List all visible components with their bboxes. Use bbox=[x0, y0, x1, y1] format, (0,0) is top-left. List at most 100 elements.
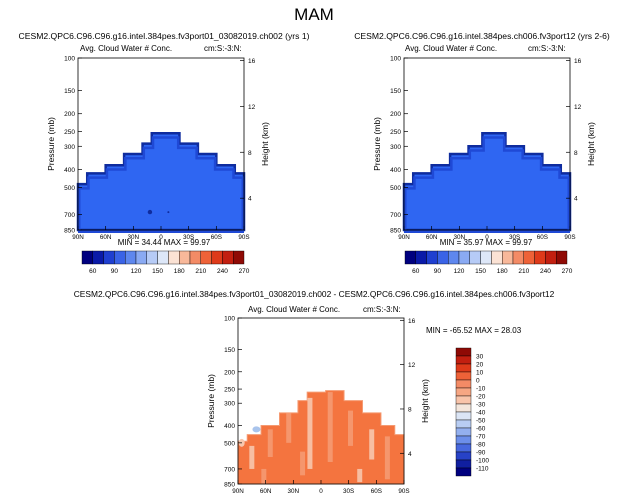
colorbar-swatch bbox=[415, 250, 427, 265]
y-tick-label: 150 bbox=[64, 88, 75, 95]
colorbar-swatch bbox=[455, 355, 472, 365]
colorbar-label: -110 bbox=[476, 465, 489, 472]
x-tick-label: 90S bbox=[238, 234, 249, 241]
x-tick-label: 60S bbox=[211, 234, 222, 241]
colorbar-label: 210 bbox=[195, 268, 206, 275]
y-tick-label: 850 bbox=[224, 482, 235, 489]
contour-spot bbox=[147, 209, 153, 215]
y-tick-label: 250 bbox=[224, 387, 235, 394]
x-tick-label: 30S bbox=[343, 488, 354, 495]
colorbar-swatch bbox=[502, 250, 514, 265]
y-right-tick-label: 12 bbox=[248, 104, 256, 111]
x-tick-label: 30N bbox=[128, 234, 140, 241]
y-tick-label: 150 bbox=[224, 347, 235, 354]
colorbar-swatch bbox=[469, 250, 481, 265]
colorbar-swatch bbox=[455, 419, 472, 429]
colorbar-label: -60 bbox=[476, 425, 486, 432]
colorbar-swatch bbox=[426, 250, 438, 265]
x-tick-label: 30S bbox=[509, 234, 520, 241]
panel-1-colorbar: 60 90 120 150 180 210 240 270 bbox=[81, 250, 250, 275]
colorbar-swatch bbox=[491, 250, 503, 265]
contour-streak bbox=[267, 429, 273, 457]
contour-streak bbox=[348, 410, 354, 446]
colorbar-label: 60 bbox=[412, 268, 420, 275]
colorbar-swatch bbox=[455, 379, 472, 389]
contour-streak bbox=[307, 397, 313, 469]
colorbar-swatch bbox=[480, 250, 492, 265]
colorbar-label: 270 bbox=[239, 268, 250, 275]
y-right-tick-label: 16 bbox=[574, 58, 582, 65]
x-tick-label: 0 bbox=[485, 234, 489, 241]
x-tick-label: 90N bbox=[72, 234, 84, 241]
colorbar-label: 210 bbox=[518, 268, 529, 275]
y-tick-label: 300 bbox=[224, 401, 235, 408]
panel-2-left-label: Avg. Cloud Water # Conc. bbox=[405, 44, 497, 53]
page-title: MAM bbox=[294, 5, 334, 24]
x-tick-label: 60N bbox=[100, 234, 112, 241]
colorbar-label: -40 bbox=[476, 409, 486, 416]
colorbar-swatch bbox=[455, 347, 472, 357]
y-tick-label: 200 bbox=[390, 111, 401, 118]
contour-spot bbox=[167, 211, 170, 214]
colorbar-label: 20 bbox=[476, 361, 484, 368]
y-right-tick-label: 16 bbox=[248, 58, 256, 65]
panel-1-plot: 100 150 200 250 300 400 500 700 850 16 12 8 4 90N 60N 3… bbox=[46, 56, 270, 242]
panel-1-left-label: Avg. Cloud Water # Conc. bbox=[80, 44, 172, 53]
y-right-axis-label: Height (km) bbox=[586, 122, 596, 166]
y-tick-label: 300 bbox=[64, 144, 75, 151]
colorbar-swatch bbox=[455, 411, 472, 421]
y-right-tick-label: 4 bbox=[248, 196, 252, 203]
y-tick-label: 500 bbox=[390, 185, 401, 192]
x-tick-label: 0 bbox=[159, 234, 163, 241]
colorbar-swatch bbox=[103, 250, 115, 265]
colorbar-swatch bbox=[512, 250, 525, 265]
colorbar-swatch bbox=[146, 250, 158, 265]
contour-streak bbox=[286, 410, 292, 443]
contour-field bbox=[237, 390, 405, 485]
panel-1: CESM2.QPC6.C96.C96.g16.intel.384pes.fv3p… bbox=[19, 31, 310, 275]
panel-3-left-label: Avg. Cloud Water # Conc. bbox=[248, 305, 340, 314]
contour-patch bbox=[252, 426, 261, 433]
y-tick-label: 400 bbox=[224, 423, 235, 430]
contour-streak bbox=[357, 468, 363, 483]
y-tick-label: 100 bbox=[390, 56, 401, 63]
colorbar-swatch bbox=[455, 395, 472, 405]
x-tick-label: 30N bbox=[454, 234, 466, 241]
colorbar-swatch bbox=[222, 250, 234, 265]
panel-3-right-label: cm:S:-3:N: bbox=[363, 305, 401, 314]
y-tick-label: 250 bbox=[390, 129, 401, 136]
colorbar-swatch bbox=[455, 363, 472, 373]
colorbar-label: 120 bbox=[454, 268, 465, 275]
colorbar-label: 270 bbox=[562, 268, 573, 275]
colorbar-label: 90 bbox=[434, 268, 442, 275]
colorbar-swatch bbox=[232, 250, 245, 265]
panel-3-plot: 100 150 200 250 300 400 500 700 850 16 12 8 4 90N 60N 3… bbox=[206, 316, 430, 496]
contour-streak bbox=[384, 436, 390, 480]
colorbar-swatch bbox=[455, 443, 472, 453]
colorbar-label: -10 bbox=[476, 385, 486, 392]
panel-3-colorbar: 3020100-10-20-30-40-50-60-70-80-90-100-1… bbox=[455, 347, 489, 477]
x-tick-label: 60S bbox=[537, 234, 548, 241]
colorbar-swatch bbox=[523, 250, 535, 265]
contour-streak bbox=[369, 429, 375, 460]
colorbar-label: 60 bbox=[89, 268, 97, 275]
colorbar-label: 10 bbox=[476, 369, 484, 376]
colorbar-swatch bbox=[455, 459, 472, 469]
x-tick-label: 60N bbox=[426, 234, 438, 241]
x-tick-label: 60S bbox=[371, 488, 382, 495]
y-tick-label: 500 bbox=[224, 440, 235, 447]
colorbar-swatch bbox=[135, 250, 148, 265]
y-tick-label: 250 bbox=[64, 129, 75, 136]
colorbar-swatch bbox=[448, 250, 460, 265]
colorbar-swatch bbox=[200, 250, 212, 265]
colorbar-label: -70 bbox=[476, 433, 486, 440]
colorbar-swatch bbox=[189, 250, 202, 265]
x-tick-label: 90S bbox=[564, 234, 575, 241]
contour-edge-band bbox=[404, 136, 570, 233]
colorbar-swatch bbox=[455, 427, 472, 437]
colorbar-swatch bbox=[458, 250, 471, 265]
colorbar-swatch bbox=[404, 250, 417, 265]
y-right-tick-label: 8 bbox=[574, 150, 578, 157]
colorbar-swatch bbox=[211, 250, 223, 265]
colorbar-label: -90 bbox=[476, 449, 486, 456]
